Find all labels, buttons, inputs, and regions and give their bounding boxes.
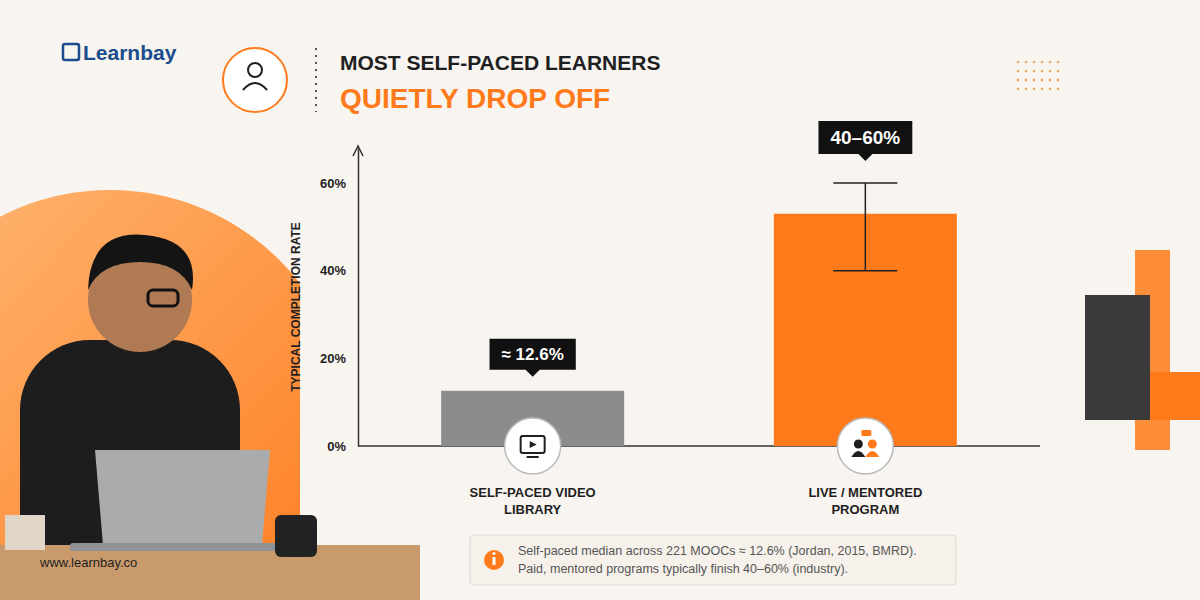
decor-circle <box>0 190 300 600</box>
y-tick: 60% <box>320 176 358 191</box>
data-label-box: ≈ 12.6% <box>490 339 576 377</box>
error-bar <box>833 183 897 271</box>
decor-dot <box>1041 79 1043 81</box>
y-tick-label: 20% <box>320 351 346 366</box>
icon-stand <box>527 456 539 458</box>
website: www.learnbay.co <box>39 555 137 570</box>
y-tick-label: 0% <box>327 439 346 454</box>
decor-dot <box>1041 61 1043 63</box>
footnote: Self-paced median across 221 MOOCs ≈ 12.… <box>518 544 917 558</box>
icon-play <box>530 441 537 448</box>
info-icon-dot <box>492 552 495 555</box>
error-label: 40–60% <box>830 127 900 148</box>
decor-block <box>1085 295 1150 420</box>
footnote: Paid, mentored programs typically finish… <box>518 562 848 576</box>
data-label-bg <box>490 339 576 377</box>
error-cap <box>833 182 897 184</box>
laptop <box>95 450 270 545</box>
category-icon <box>837 418 893 474</box>
title: MOST SELF-PACED LEARNERS <box>340 51 660 74</box>
decor-dot <box>1049 61 1051 63</box>
y-axis: 0% 20% 40% 60% <box>320 149 359 454</box>
info-icon <box>484 550 504 570</box>
decor-dot <box>1017 70 1019 72</box>
error-label-box: 40–60% <box>818 121 912 161</box>
decor-dot <box>1025 88 1027 90</box>
plot-marks <box>441 183 957 446</box>
category-label: LIVE / MENTOREDPROGRAM <box>808 485 922 517</box>
logo-mark <box>63 44 79 60</box>
category-icon <box>505 418 561 474</box>
title-icon-head <box>248 63 262 77</box>
info-icon-bar <box>493 557 496 565</box>
laptop-base <box>70 543 300 551</box>
y-tick: 0% <box>327 439 358 454</box>
icon-bubble <box>861 430 871 436</box>
decor-dot <box>1017 88 1019 90</box>
decor-dot <box>1025 61 1027 63</box>
background <box>0 0 1200 600</box>
icon-person-head <box>868 440 877 449</box>
footnote-bg <box>470 535 956 585</box>
decor-dot <box>1033 61 1035 63</box>
y-axis-title: TYPICAL COMPLETION RATE <box>289 222 303 392</box>
decor-dot <box>1041 70 1043 72</box>
decor-block <box>1150 372 1200 420</box>
error-stem <box>865 183 867 271</box>
decor-dot <box>1041 88 1043 90</box>
mug <box>275 515 317 557</box>
y-axis-line <box>358 149 360 447</box>
desk <box>0 545 420 600</box>
y-tick-label: 40% <box>320 263 346 278</box>
person-glasses <box>148 290 178 306</box>
decor-dot <box>1033 70 1035 72</box>
icon-circle <box>505 418 561 474</box>
y-tick: 40% <box>320 263 358 278</box>
error-cap <box>833 270 897 272</box>
decor-dot <box>1033 88 1035 90</box>
icon-person-body <box>865 451 879 457</box>
decor-dot <box>1017 61 1019 63</box>
subtitle: QUIETLY DROP OFF <box>340 83 610 114</box>
icon-person-body <box>851 451 865 457</box>
person-hair <box>88 235 193 290</box>
footnote-box: Self-paced median across 221 MOOCs ≈ 12.… <box>470 535 956 585</box>
title-icon <box>223 48 287 112</box>
decor-dot <box>1033 79 1035 81</box>
decor-dot <box>1049 88 1051 90</box>
y-tick-label: 60% <box>320 176 346 191</box>
decor-dot <box>1057 88 1059 90</box>
icon-circle <box>837 418 893 474</box>
title-divider <box>315 48 317 112</box>
y-tick: 20% <box>320 351 358 366</box>
category-label: SELF-PACED VIDEOLIBRARY <box>470 485 596 517</box>
logo: Learnbay <box>83 41 177 64</box>
title-icon-body <box>243 83 267 90</box>
icon-person-head <box>854 440 863 449</box>
y-axis-arrow <box>353 146 363 156</box>
error-label-bg <box>818 121 912 161</box>
plant-pot <box>5 515 45 550</box>
data-label: ≈ 12.6% <box>502 345 564 364</box>
icon-screen <box>521 436 545 453</box>
decor-dot <box>1049 70 1051 72</box>
decor-dot <box>1025 70 1027 72</box>
decor-dot <box>1057 61 1059 63</box>
decor-dot <box>1057 79 1059 81</box>
decor-dot <box>1017 79 1019 81</box>
decor-dot <box>1057 70 1059 72</box>
decor-dot <box>1025 79 1027 81</box>
decor-dot <box>1049 79 1051 81</box>
